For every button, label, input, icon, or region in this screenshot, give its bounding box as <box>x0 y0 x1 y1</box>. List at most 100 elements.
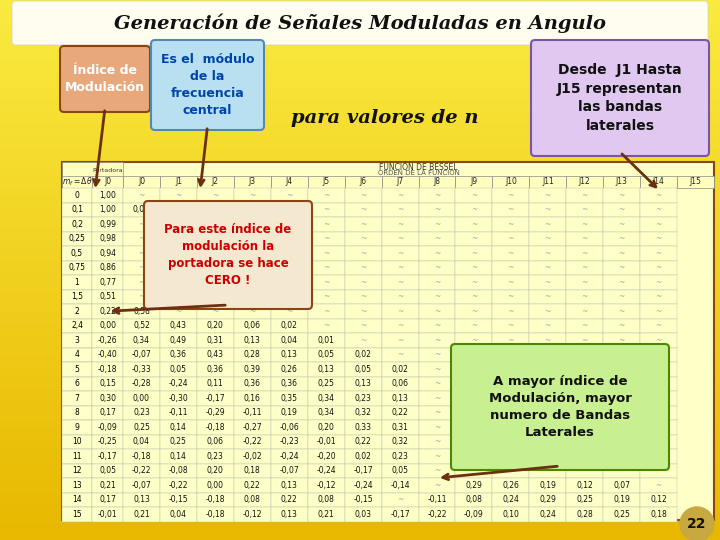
FancyBboxPatch shape <box>62 217 92 232</box>
FancyBboxPatch shape <box>566 420 603 435</box>
FancyBboxPatch shape <box>345 463 382 478</box>
Text: ~: ~ <box>433 466 440 475</box>
Text: 0,28: 0,28 <box>576 510 593 519</box>
FancyBboxPatch shape <box>345 232 382 246</box>
FancyBboxPatch shape <box>197 333 234 348</box>
Text: 0,49: 0,49 <box>170 336 187 345</box>
FancyBboxPatch shape <box>418 275 456 289</box>
Text: 0,99: 0,99 <box>99 220 116 229</box>
FancyBboxPatch shape <box>160 420 197 435</box>
Text: ~: ~ <box>212 278 219 287</box>
FancyBboxPatch shape <box>160 232 197 246</box>
Text: -0,20: -0,20 <box>316 452 336 461</box>
Text: 0,58: 0,58 <box>133 307 150 316</box>
Text: ~: ~ <box>508 394 514 403</box>
FancyBboxPatch shape <box>197 492 234 507</box>
FancyBboxPatch shape <box>92 492 123 507</box>
FancyBboxPatch shape <box>492 260 529 275</box>
FancyBboxPatch shape <box>640 217 677 232</box>
FancyBboxPatch shape <box>418 376 456 391</box>
FancyBboxPatch shape <box>160 492 197 507</box>
Text: -0,11: -0,11 <box>427 495 446 504</box>
FancyBboxPatch shape <box>640 478 677 492</box>
FancyBboxPatch shape <box>492 348 529 362</box>
FancyBboxPatch shape <box>123 202 160 217</box>
Text: 0,12: 0,12 <box>576 481 593 490</box>
FancyBboxPatch shape <box>418 246 456 260</box>
FancyBboxPatch shape <box>382 406 418 420</box>
FancyBboxPatch shape <box>418 420 456 435</box>
Text: ~: ~ <box>397 234 403 243</box>
Text: ~: ~ <box>249 263 256 272</box>
FancyBboxPatch shape <box>566 232 603 246</box>
Text: ~: ~ <box>433 452 440 461</box>
Text: ~: ~ <box>544 234 551 243</box>
FancyBboxPatch shape <box>603 232 640 246</box>
FancyBboxPatch shape <box>92 176 123 188</box>
Text: 0,16: 0,16 <box>244 394 261 403</box>
FancyBboxPatch shape <box>92 435 123 449</box>
FancyBboxPatch shape <box>234 406 271 420</box>
Text: ~: ~ <box>618 220 625 229</box>
Text: ~: ~ <box>618 249 625 258</box>
Text: 0,08: 0,08 <box>244 495 261 504</box>
FancyBboxPatch shape <box>603 420 640 435</box>
Text: J14: J14 <box>652 178 665 186</box>
Text: ~: ~ <box>433 191 440 200</box>
Text: ~: ~ <box>360 336 366 345</box>
FancyBboxPatch shape <box>307 275 345 289</box>
FancyBboxPatch shape <box>160 260 197 275</box>
FancyBboxPatch shape <box>62 176 92 188</box>
Text: ~: ~ <box>582 350 588 359</box>
FancyBboxPatch shape <box>382 391 418 406</box>
FancyBboxPatch shape <box>197 176 234 188</box>
Text: ~: ~ <box>618 379 625 388</box>
FancyBboxPatch shape <box>60 46 150 112</box>
Text: -0,26: -0,26 <box>98 336 117 345</box>
FancyBboxPatch shape <box>92 478 123 492</box>
FancyBboxPatch shape <box>234 376 271 391</box>
FancyBboxPatch shape <box>382 420 418 435</box>
FancyBboxPatch shape <box>345 217 382 232</box>
Text: J9: J9 <box>470 178 477 186</box>
FancyBboxPatch shape <box>123 362 160 376</box>
FancyBboxPatch shape <box>345 406 382 420</box>
FancyBboxPatch shape <box>62 406 92 420</box>
FancyBboxPatch shape <box>307 188 345 202</box>
FancyBboxPatch shape <box>382 463 418 478</box>
FancyBboxPatch shape <box>492 304 529 319</box>
FancyBboxPatch shape <box>123 406 160 420</box>
Text: ~: ~ <box>544 220 551 229</box>
FancyBboxPatch shape <box>62 492 92 507</box>
Text: ~: ~ <box>471 452 477 461</box>
Text: ~: ~ <box>397 205 403 214</box>
Text: J4: J4 <box>286 178 293 186</box>
FancyBboxPatch shape <box>382 217 418 232</box>
Text: ~: ~ <box>655 437 662 446</box>
Text: 0,14: 0,14 <box>170 423 187 432</box>
FancyBboxPatch shape <box>456 435 492 449</box>
Text: 0,19: 0,19 <box>539 481 557 490</box>
Text: ~: ~ <box>618 292 625 301</box>
FancyBboxPatch shape <box>307 260 345 275</box>
FancyBboxPatch shape <box>418 304 456 319</box>
Text: 0,20: 0,20 <box>207 466 224 475</box>
FancyBboxPatch shape <box>92 391 123 406</box>
Text: ~: ~ <box>249 191 256 200</box>
FancyBboxPatch shape <box>456 304 492 319</box>
FancyBboxPatch shape <box>640 260 677 275</box>
Text: ~: ~ <box>433 205 440 214</box>
Text: ~: ~ <box>508 191 514 200</box>
FancyBboxPatch shape <box>603 435 640 449</box>
FancyBboxPatch shape <box>418 333 456 348</box>
FancyBboxPatch shape <box>307 348 345 362</box>
Text: J3: J3 <box>248 178 256 186</box>
Text: ~: ~ <box>433 394 440 403</box>
Text: ~: ~ <box>433 249 440 258</box>
FancyBboxPatch shape <box>603 333 640 348</box>
Text: 0,31: 0,31 <box>392 423 408 432</box>
Text: 0,34: 0,34 <box>318 394 335 403</box>
Text: ORDEN DE LA FUNCIÓN: ORDEN DE LA FUNCIÓN <box>377 170 459 176</box>
Text: 0,35: 0,35 <box>281 394 297 403</box>
Text: ~: ~ <box>471 263 477 272</box>
